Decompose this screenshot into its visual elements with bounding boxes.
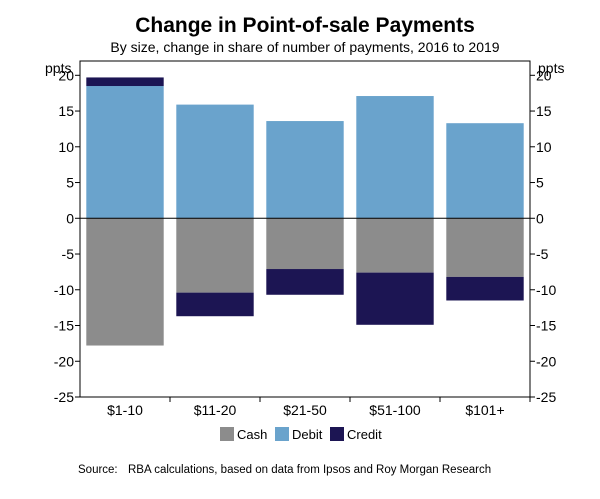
bar-credit: [356, 272, 434, 325]
y-tick-label-left: -25: [54, 389, 74, 405]
x-tick-label: $101+: [465, 402, 504, 418]
y-tick-label-left: -20: [54, 353, 74, 369]
chart-title: Change in Point-of-sale Payments: [135, 14, 475, 37]
chart-subtitle: By size, change in share of number of pa…: [110, 39, 499, 55]
y-tick-label-left: -10: [54, 282, 74, 298]
bar-cash: [86, 218, 164, 346]
legend-swatch-cash: [220, 427, 234, 441]
bar-credit: [86, 77, 164, 87]
plot-frame: [79, 60, 531, 398]
y-tick-label-right: -15: [536, 318, 556, 334]
x-tick-label: $21-50: [283, 402, 327, 418]
legend-swatch-credit: [330, 427, 344, 441]
x-tick-label: $51-100: [369, 402, 421, 418]
y-tick-label-right: -5: [536, 246, 549, 262]
legend-label-credit: Credit: [347, 427, 382, 442]
bar-credit: [266, 269, 344, 295]
legend-swatch-debit: [275, 427, 289, 441]
y-axis-left: -25 -20 -15 -10 -5 0 5 10 15 20: [54, 67, 80, 405]
bars: [86, 77, 524, 346]
bar-debit: [266, 121, 344, 219]
y-tick-label-left: -15: [54, 318, 74, 334]
y-tick-label-left: 0: [66, 210, 74, 226]
bar-cash: [176, 218, 254, 293]
y-tick-label-left: 20: [58, 67, 74, 83]
y-tick-label-left: 10: [58, 139, 74, 155]
y-tick-label-left: 5: [66, 175, 74, 191]
legend-label-debit: Debit: [292, 427, 323, 442]
y-tick-label-right: 20: [536, 67, 552, 83]
x-tick-label: $1-10: [107, 402, 143, 418]
y-axis-unit-left: ppts: [45, 60, 71, 76]
bar-debit: [446, 123, 524, 219]
bar-credit: [446, 276, 524, 301]
legend-label-cash: Cash: [237, 427, 267, 442]
bar-debit: [86, 86, 164, 219]
source-label: Source:: [78, 464, 118, 476]
bar-credit: [176, 292, 254, 317]
y-tick-label-right: -20: [536, 353, 556, 369]
y-tick-label-right: 15: [536, 103, 552, 119]
y-tick-label-left: -5: [62, 246, 75, 262]
y-tick-label-right: 10: [536, 139, 552, 155]
x-axis: $1-10 $11-20 $21-50 $51-100 $101+: [107, 397, 531, 418]
bar-cash: [356, 218, 434, 273]
bar-debit: [176, 104, 254, 219]
bar-debit: [356, 96, 434, 219]
y-tick-label-right: 5: [536, 175, 544, 191]
y-tick-label-right: -10: [536, 282, 556, 298]
y-tick-label-left: 15: [58, 103, 74, 119]
x-tick-label: $11-20: [194, 402, 237, 418]
legend: Cash Debit Credit: [220, 427, 382, 442]
bar-cash: [266, 218, 344, 270]
bar-cash: [446, 218, 524, 277]
y-tick-label-right: -25: [536, 389, 556, 405]
y-axis-right: -25 -20 -15 -10 -5 0 5 10 15 20: [530, 67, 556, 405]
y-axis-unit-right: ppts: [538, 60, 564, 76]
y-tick-label-right: 0: [536, 210, 544, 226]
source-note: RBA calculations, based on data from Ips…: [128, 464, 491, 476]
